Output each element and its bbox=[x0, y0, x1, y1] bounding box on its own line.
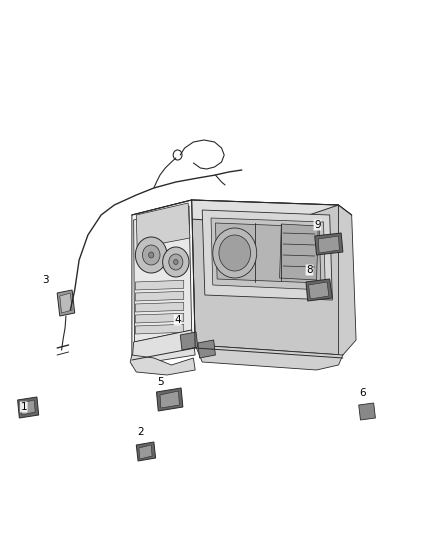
Text: 6: 6 bbox=[359, 388, 366, 398]
Polygon shape bbox=[180, 332, 198, 350]
Polygon shape bbox=[202, 210, 332, 300]
Polygon shape bbox=[198, 340, 215, 358]
Polygon shape bbox=[132, 200, 195, 358]
Text: 8: 8 bbox=[306, 265, 313, 275]
Polygon shape bbox=[139, 445, 152, 459]
Text: 9: 9 bbox=[314, 220, 321, 230]
Text: 1: 1 bbox=[21, 402, 27, 412]
Text: 5: 5 bbox=[157, 377, 163, 387]
Polygon shape bbox=[136, 442, 155, 461]
Circle shape bbox=[142, 245, 160, 265]
Polygon shape bbox=[60, 293, 72, 313]
Polygon shape bbox=[211, 218, 325, 290]
Text: 4: 4 bbox=[174, 315, 181, 325]
Polygon shape bbox=[325, 205, 356, 360]
Polygon shape bbox=[21, 400, 35, 415]
Circle shape bbox=[219, 235, 251, 271]
Polygon shape bbox=[309, 282, 329, 299]
Polygon shape bbox=[318, 236, 339, 253]
Polygon shape bbox=[57, 290, 75, 316]
Polygon shape bbox=[132, 330, 195, 365]
Circle shape bbox=[135, 237, 167, 273]
Polygon shape bbox=[132, 200, 339, 225]
Text: 2: 2 bbox=[138, 427, 144, 437]
Polygon shape bbox=[135, 302, 184, 312]
Polygon shape bbox=[359, 403, 375, 420]
Circle shape bbox=[213, 228, 257, 278]
Polygon shape bbox=[135, 325, 184, 334]
Polygon shape bbox=[130, 355, 195, 375]
Polygon shape bbox=[160, 391, 179, 408]
Circle shape bbox=[162, 247, 189, 277]
Polygon shape bbox=[136, 203, 190, 248]
Polygon shape bbox=[135, 313, 184, 323]
Circle shape bbox=[148, 252, 154, 258]
Polygon shape bbox=[306, 279, 332, 301]
Polygon shape bbox=[18, 397, 39, 418]
Circle shape bbox=[173, 260, 178, 264]
Polygon shape bbox=[135, 292, 184, 301]
Polygon shape bbox=[195, 345, 343, 370]
Polygon shape bbox=[156, 388, 183, 411]
Polygon shape bbox=[192, 200, 343, 355]
Polygon shape bbox=[315, 233, 343, 255]
Polygon shape bbox=[134, 206, 192, 342]
Polygon shape bbox=[279, 224, 318, 280]
Polygon shape bbox=[215, 223, 321, 283]
Polygon shape bbox=[135, 280, 184, 290]
Circle shape bbox=[169, 254, 183, 270]
Text: 3: 3 bbox=[42, 275, 49, 285]
